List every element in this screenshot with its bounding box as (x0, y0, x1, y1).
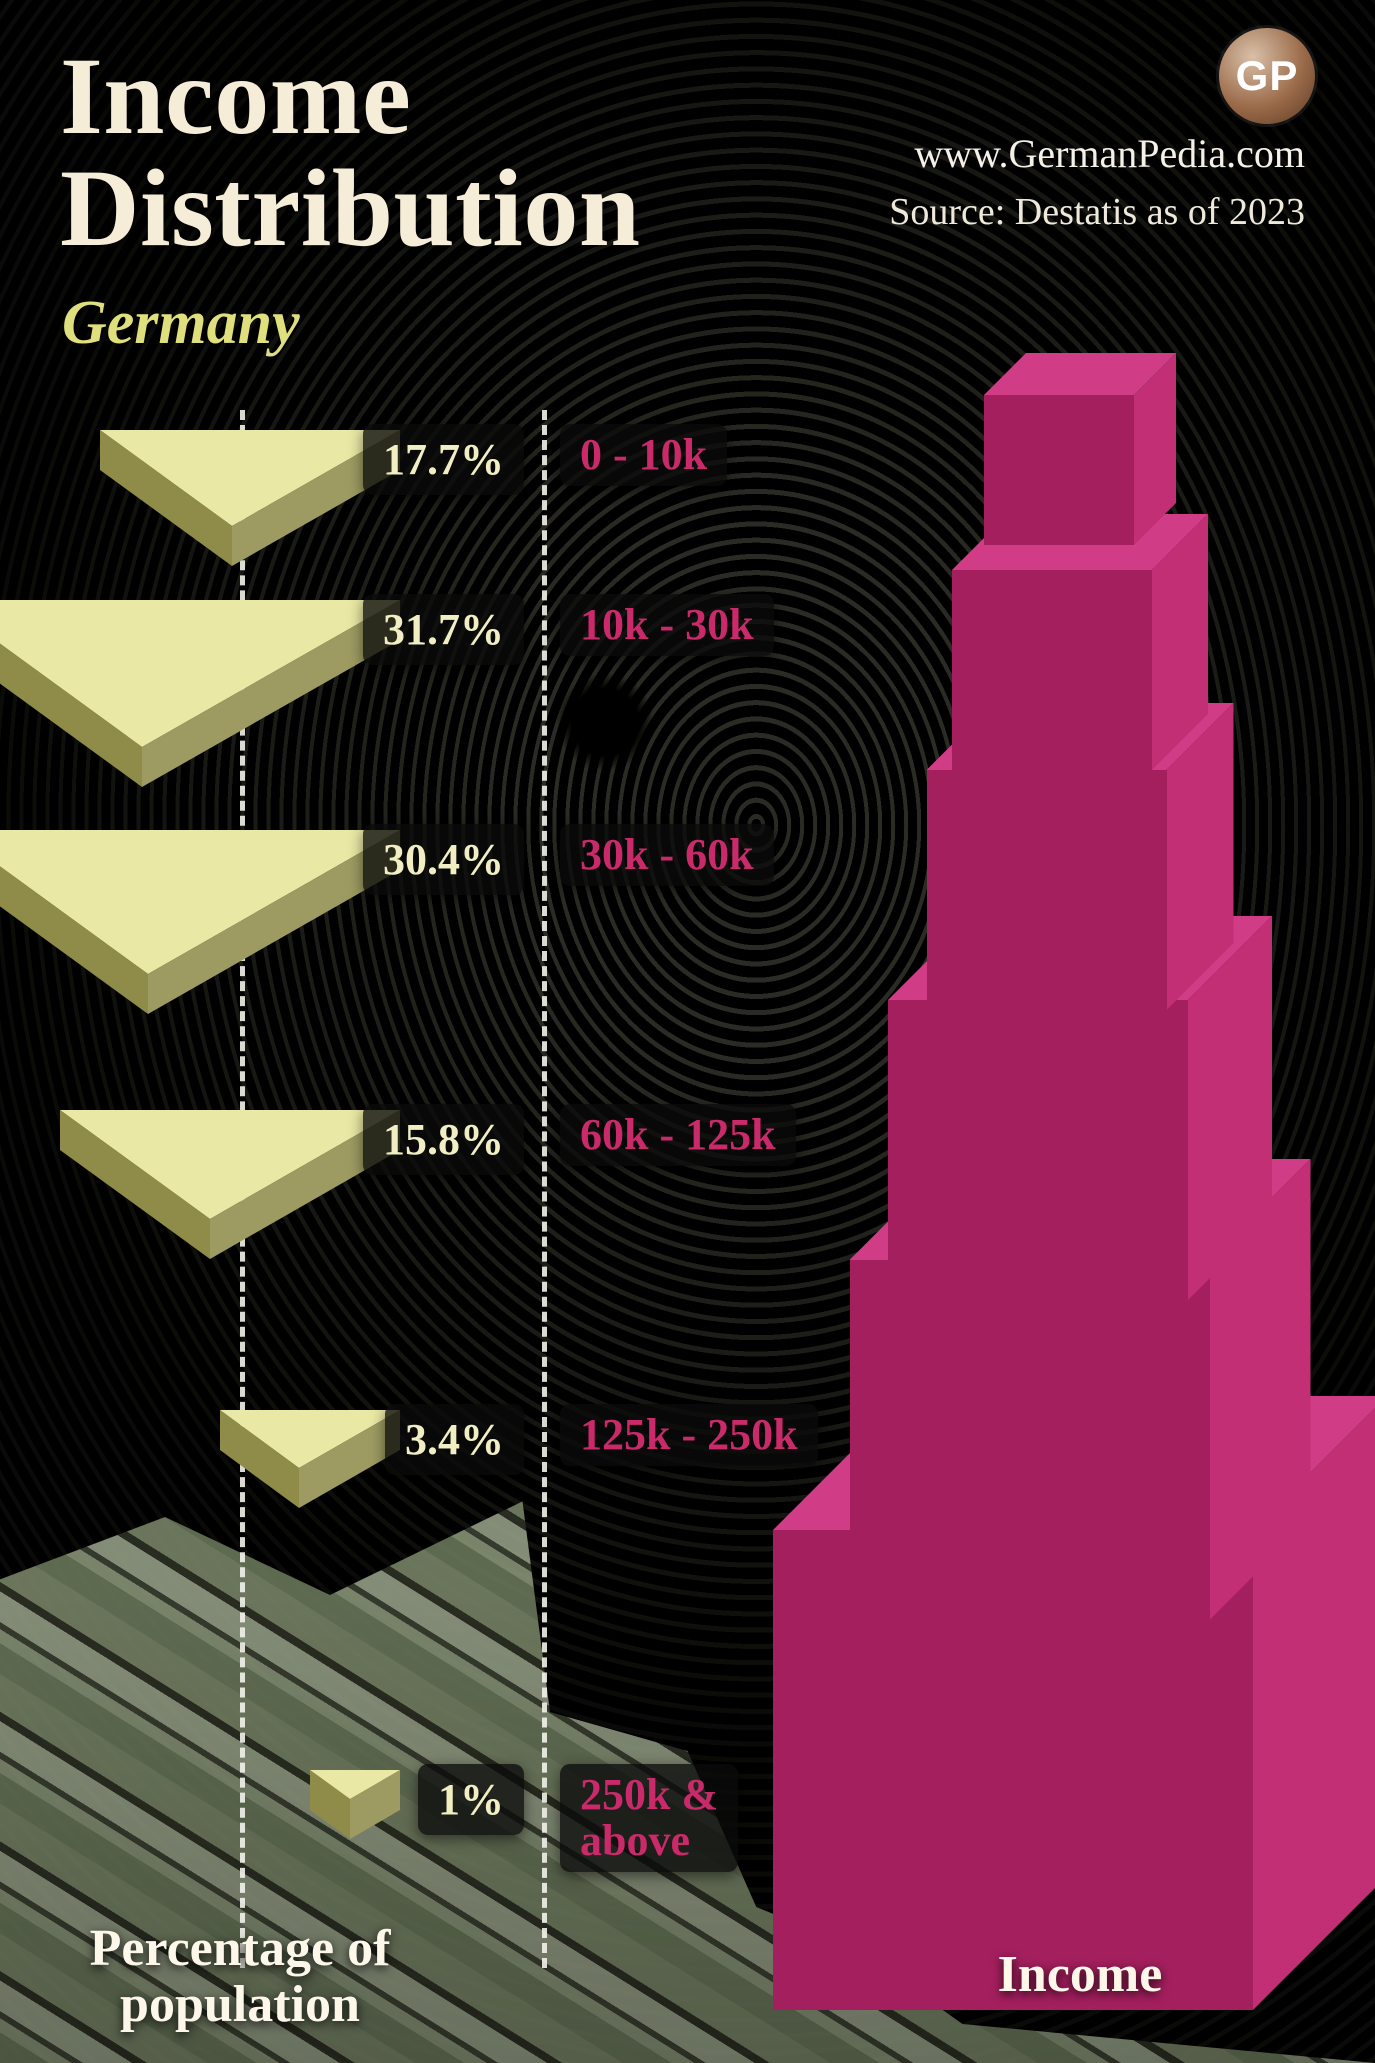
axis-caption-left: Percentage ofpopulation (60, 1921, 420, 2033)
population-prism (0, 830, 400, 1014)
population-prism (100, 430, 400, 566)
subtitle: Germany (62, 288, 300, 359)
range-label: 60k - 125k (560, 1104, 796, 1166)
population-prism (0, 600, 400, 787)
title-line-1: Income (60, 35, 411, 157)
range-label: 10k - 30k (560, 594, 774, 656)
axis-line-right (542, 410, 547, 1968)
page-title: Income Distribution (60, 40, 641, 264)
percent-label: 17.7% (363, 424, 524, 495)
percent-label: 30.4% (363, 824, 524, 895)
percent-label: 31.7% (363, 594, 524, 665)
axis-caption-right: Income (930, 1947, 1230, 2003)
range-label: 0 - 10k (560, 424, 727, 486)
brand-logo: GP (1219, 28, 1315, 124)
title-line-2: Distribution (60, 147, 641, 269)
population-prism (310, 1770, 400, 1839)
website-url: www.GermanPedia.com (914, 130, 1305, 177)
range-label: 30k - 60k (560, 824, 774, 886)
percent-label: 3.4% (385, 1404, 524, 1475)
stage: Income Distribution Germany GP www.Germa… (0, 0, 1375, 2063)
brand-logo-text: GP (1236, 52, 1299, 100)
percent-label: 1% (418, 1764, 524, 1835)
source-text: Source: Destatis as of 2023 (889, 190, 1305, 234)
income-cube (984, 353, 1176, 545)
population-prism (60, 1110, 400, 1259)
population-prism (220, 1410, 400, 1508)
percent-label: 15.8% (363, 1104, 524, 1175)
range-label: 250k &above (560, 1764, 738, 1872)
income-cube (952, 514, 1208, 770)
